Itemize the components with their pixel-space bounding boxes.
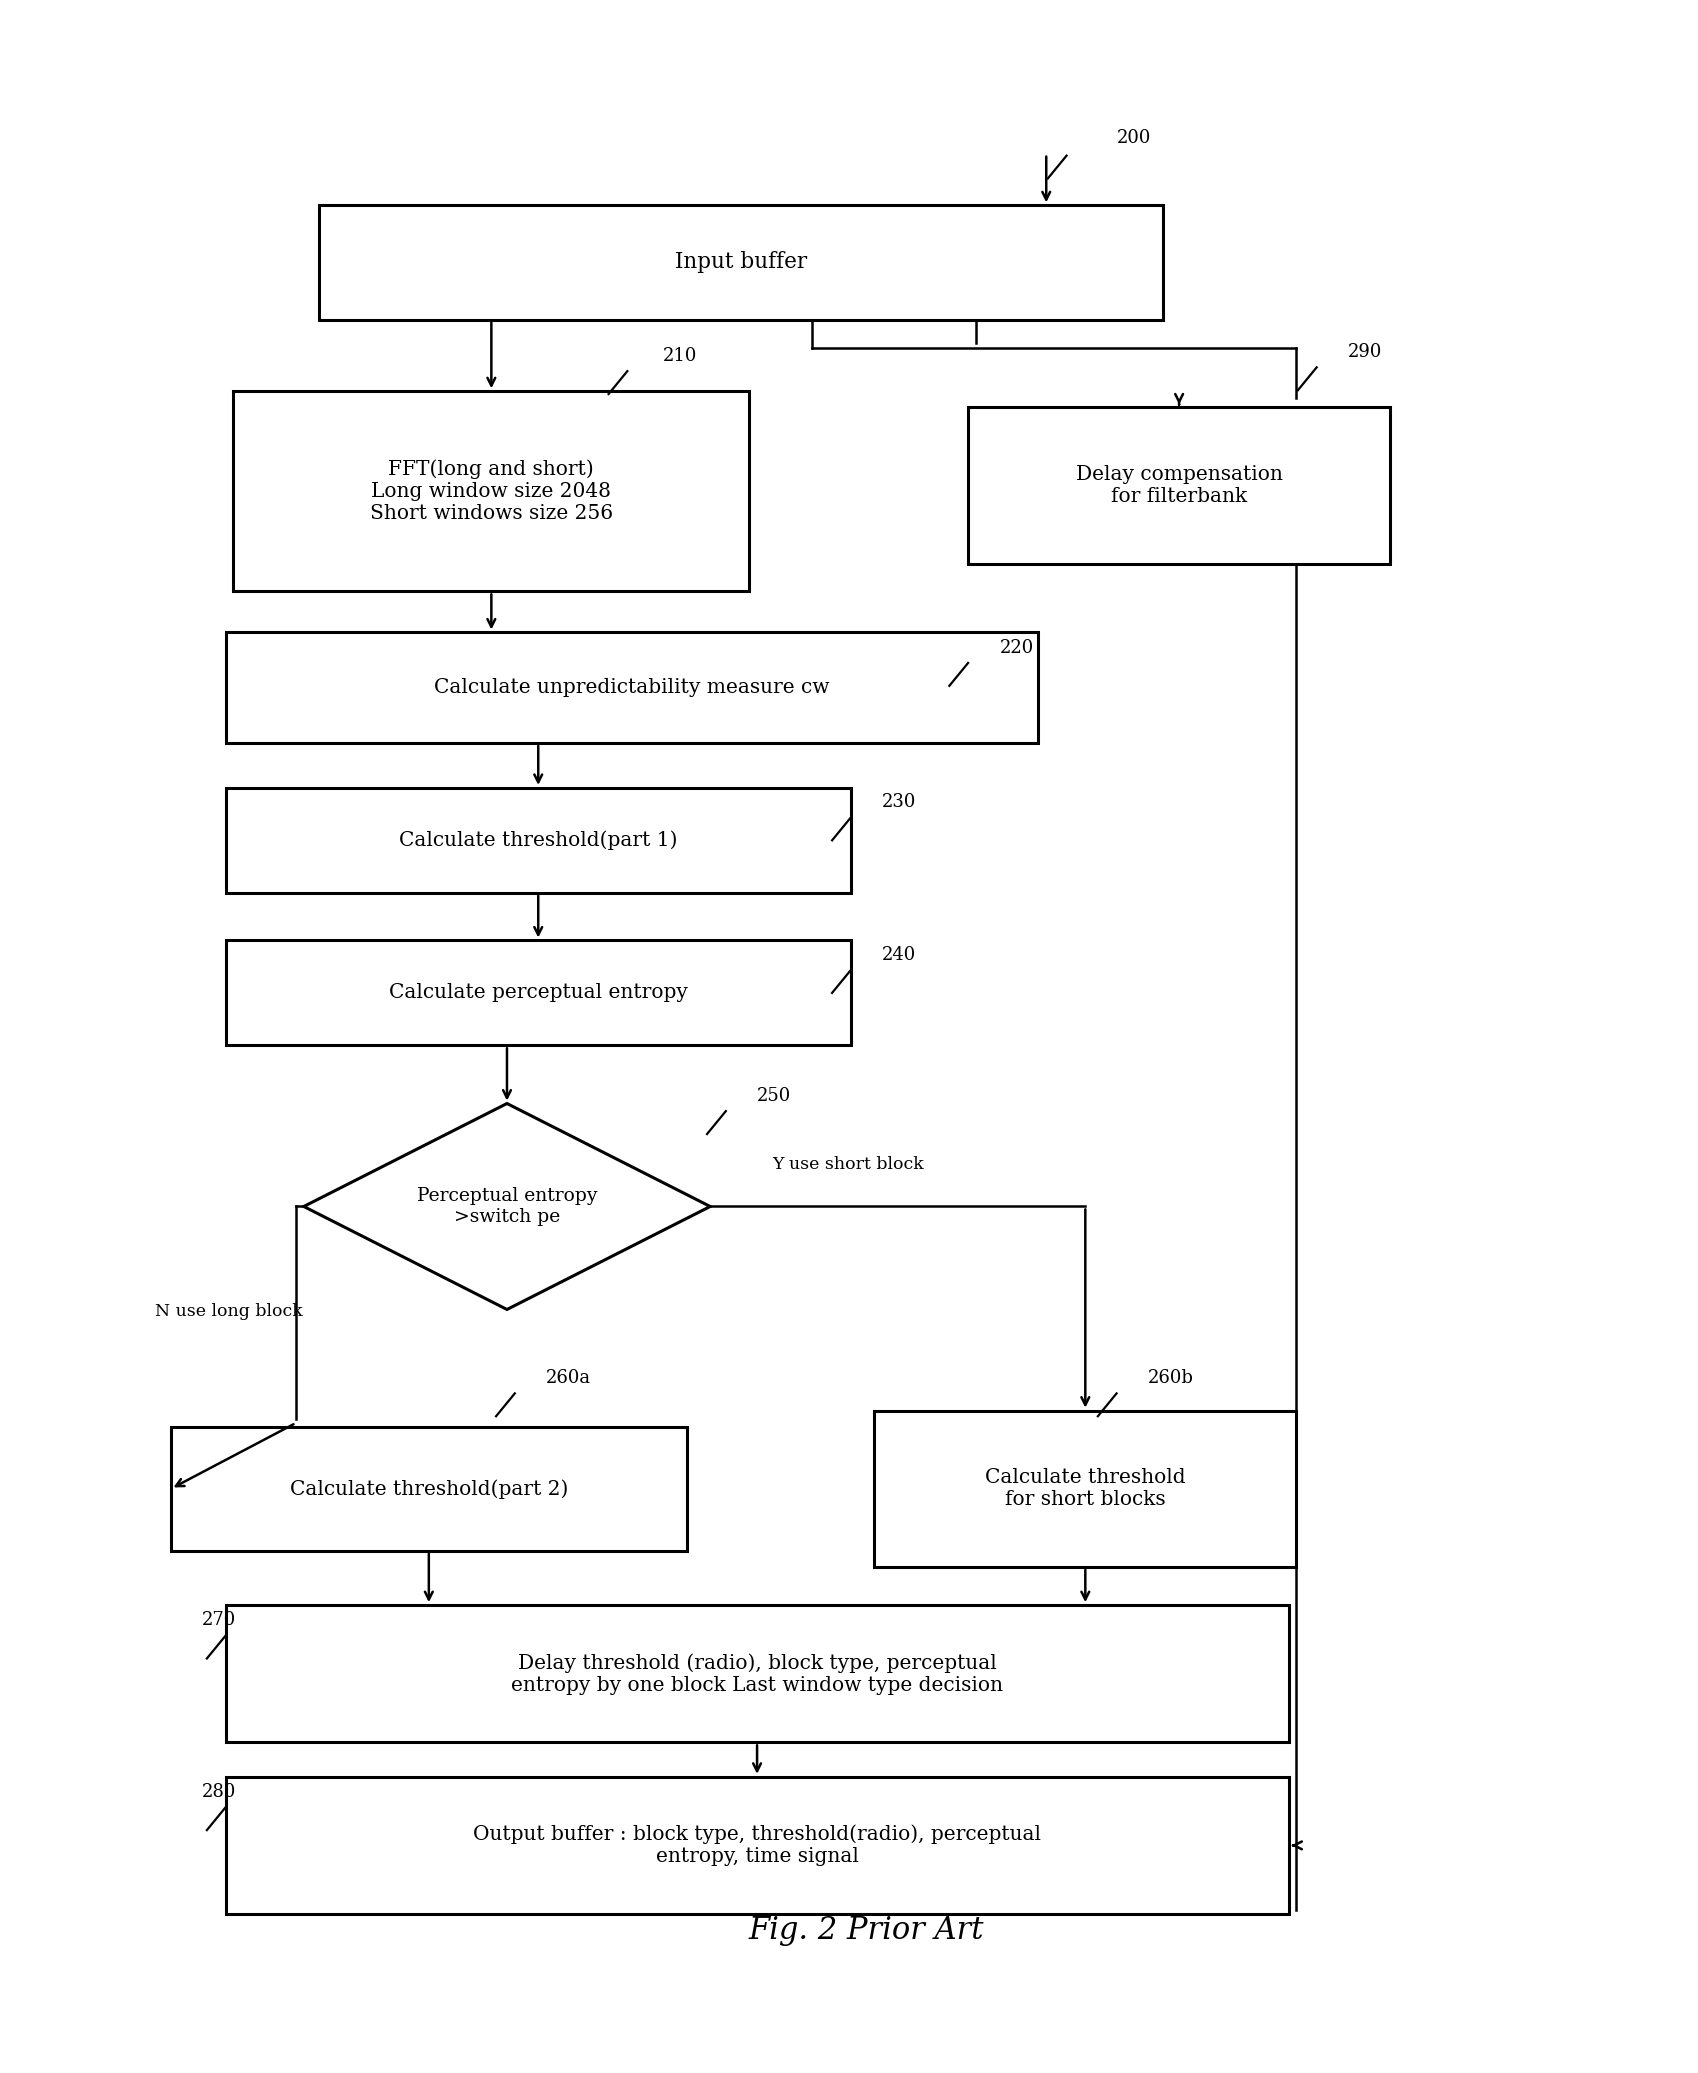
Bar	[233, 392, 749, 591]
Text: Calculate unpredictability measure cw: Calculate unpredictability measure cw	[435, 678, 829, 697]
Bar	[226, 632, 1037, 742]
Text: 240: 240	[881, 945, 915, 964]
Text: Calculate perceptual entropy: Calculate perceptual entropy	[389, 983, 688, 1003]
Text: Delay compensation
for filterbank: Delay compensation for filterbank	[1075, 464, 1282, 506]
Text: 210: 210	[662, 346, 698, 365]
Text: Calculate threshold(part 2): Calculate threshold(part 2)	[289, 1478, 567, 1499]
Text: 260a: 260a	[545, 1368, 591, 1387]
Text: Calculate threshold
for short blocks: Calculate threshold for short blocks	[985, 1468, 1185, 1509]
Text: Y use short block: Y use short block	[773, 1157, 924, 1173]
Bar	[874, 1410, 1296, 1567]
Text: 250: 250	[757, 1086, 791, 1105]
Text: Output buffer : block type, threshold(radio), perceptual
entropy, time signal: Output buffer : block type, threshold(ra…	[472, 1824, 1041, 1866]
Text: 230: 230	[881, 794, 915, 811]
Bar	[226, 788, 851, 893]
Text: 280: 280	[202, 1783, 236, 1801]
Text: 220: 220	[998, 638, 1032, 657]
Text: 270: 270	[202, 1611, 236, 1629]
Bar	[226, 941, 851, 1045]
Polygon shape	[304, 1103, 710, 1310]
Bar	[171, 1426, 686, 1551]
Text: FFT(long and short)
Long window size 2048
Short windows size 256: FFT(long and short) Long window size 204…	[370, 460, 613, 522]
Text: Delay threshold (radio), block type, perceptual
entropy by one block Last window: Delay threshold (radio), block type, per…	[511, 1652, 1002, 1694]
Text: 290: 290	[1347, 342, 1382, 361]
Bar	[968, 408, 1389, 564]
Text: 260b: 260b	[1148, 1368, 1194, 1387]
Text: Input buffer: Input buffer	[676, 251, 807, 274]
Bar	[226, 1605, 1287, 1743]
Bar	[319, 205, 1163, 319]
Bar	[226, 1777, 1287, 1913]
Text: N use long block: N use long block	[155, 1302, 302, 1321]
Text: 200: 200	[1116, 129, 1150, 147]
Text: Fig. 2 Prior Art: Fig. 2 Prior Art	[749, 1915, 983, 1947]
Text: Perceptual entropy
>switch pe: Perceptual entropy >switch pe	[416, 1188, 598, 1225]
Text: Calculate threshold(part 1): Calculate threshold(part 1)	[399, 831, 678, 850]
